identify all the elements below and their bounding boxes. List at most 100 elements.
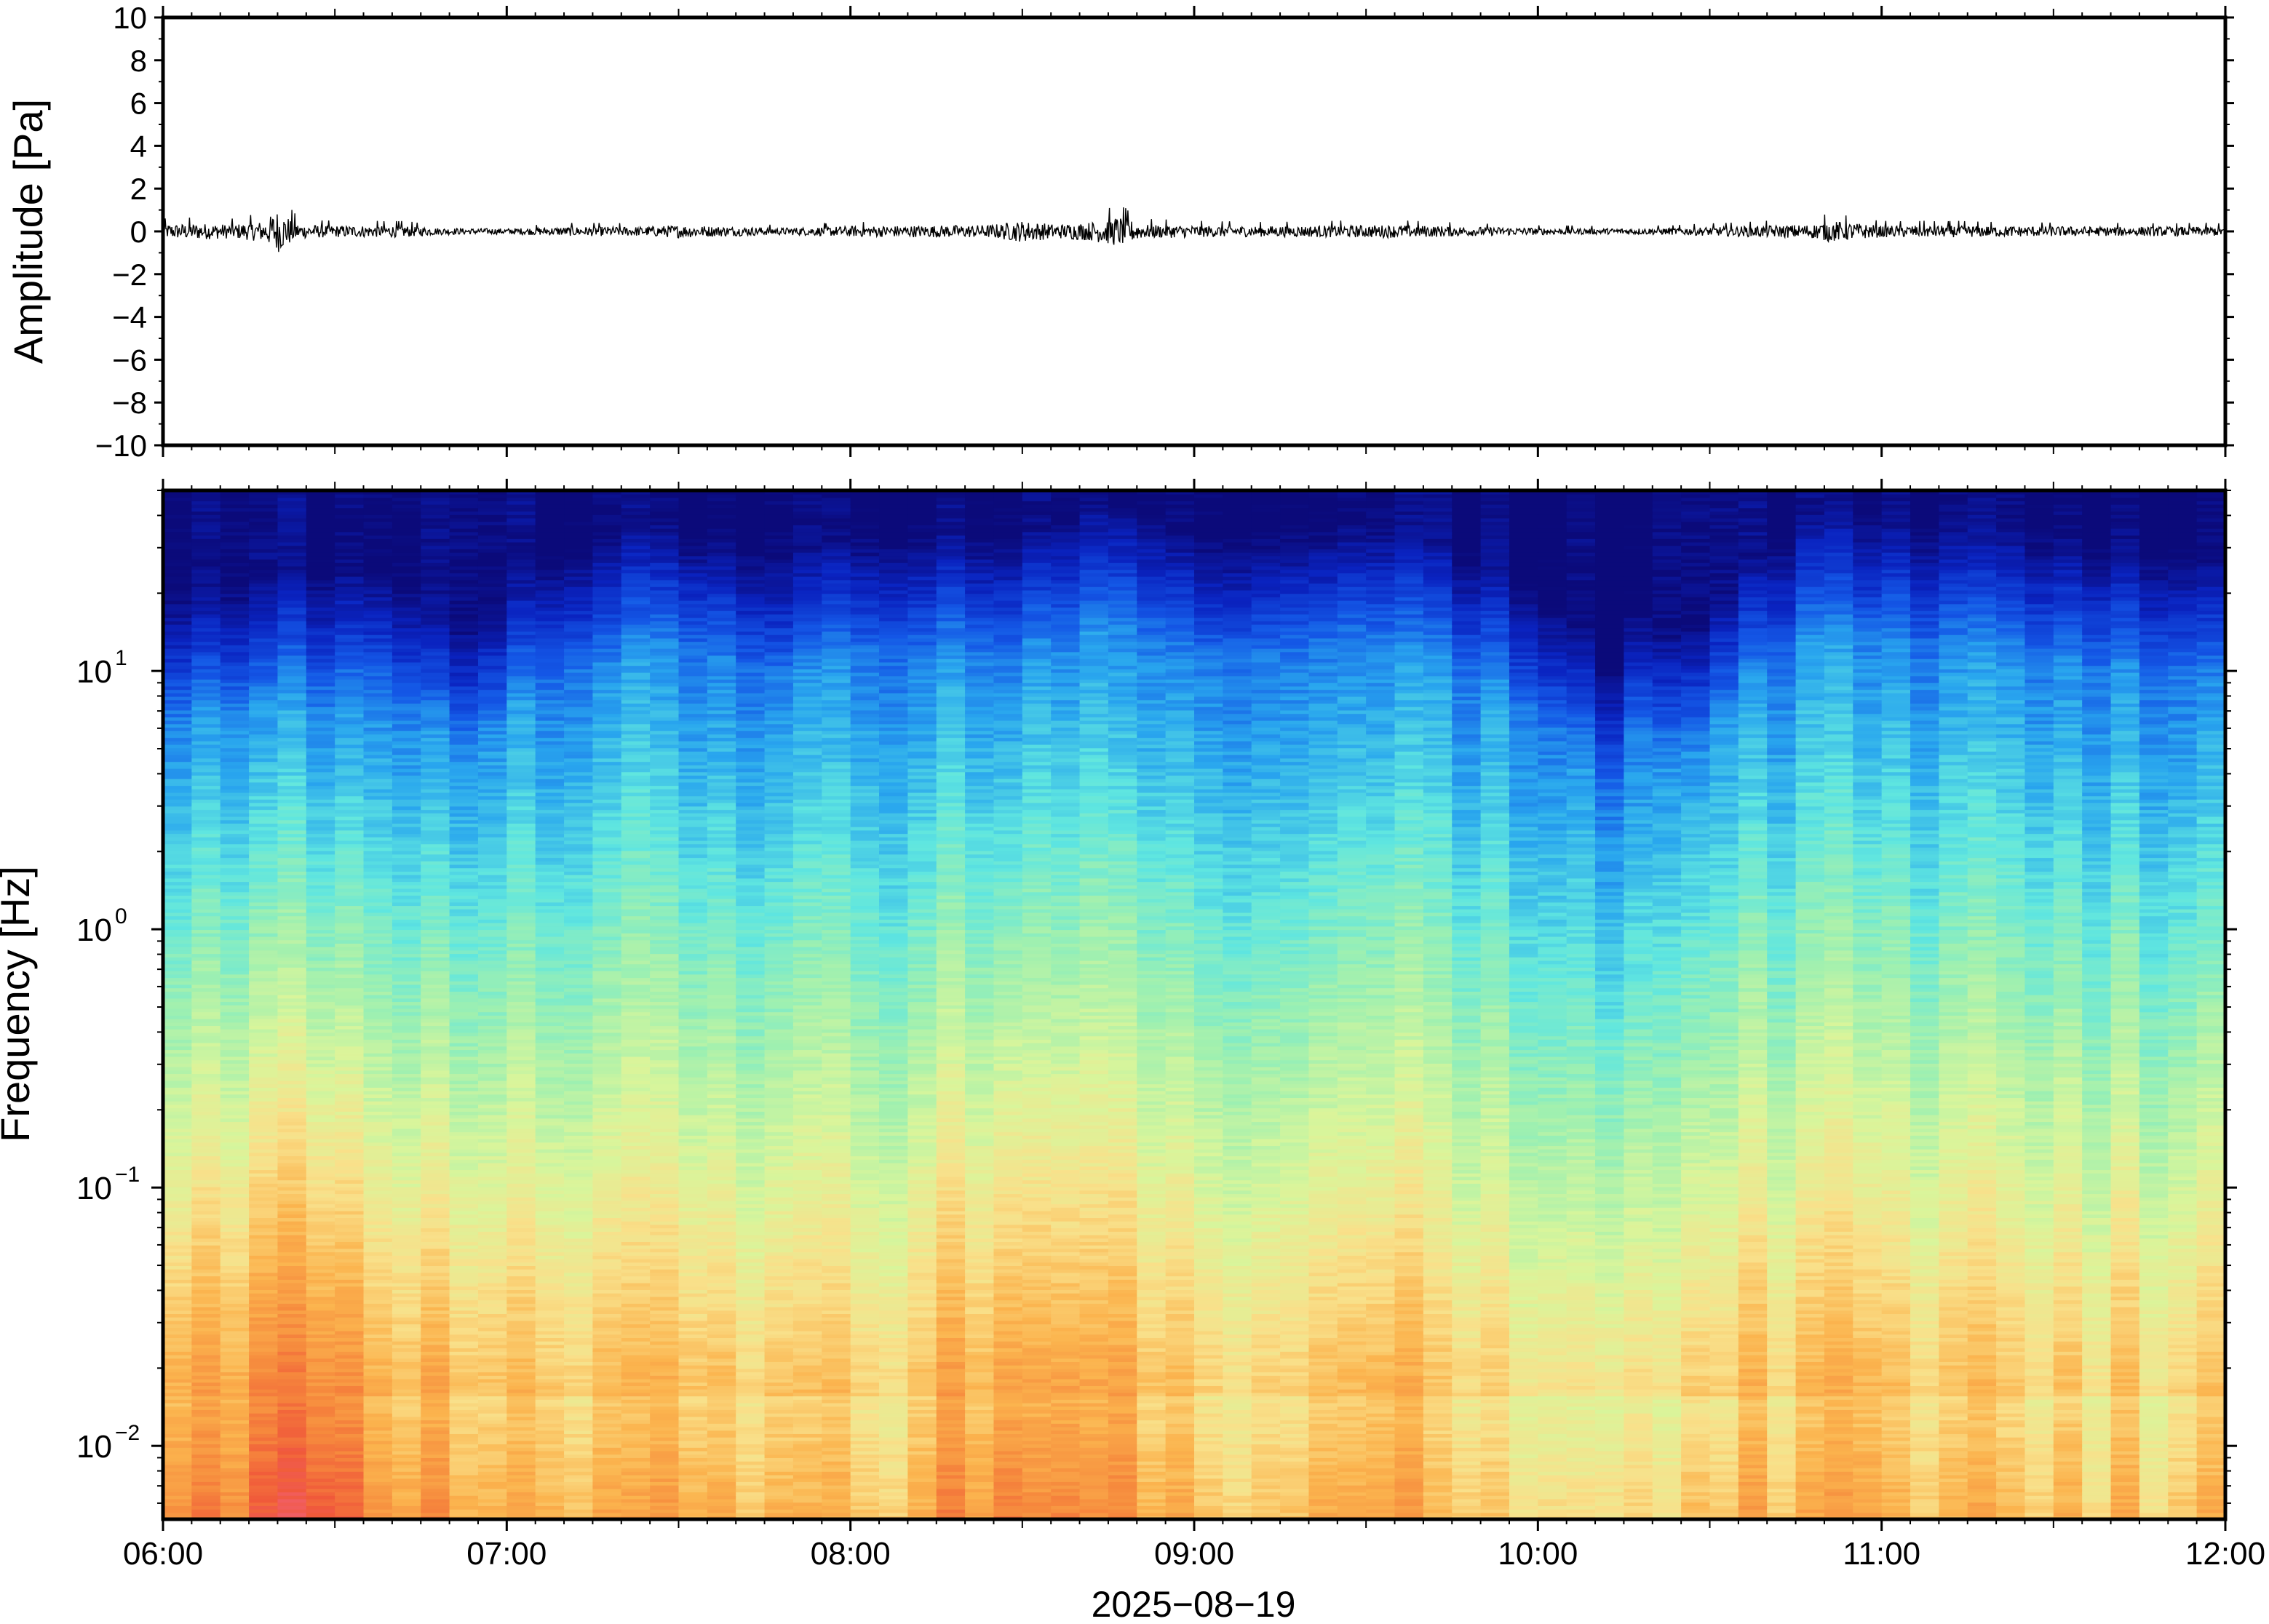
spectrogram-cell (449, 593, 479, 597)
spectrogram-cell (335, 1255, 365, 1259)
spectrogram-cell (163, 1372, 193, 1376)
spectrogram-cell (392, 1296, 422, 1301)
spectrogram-cell (535, 1039, 565, 1043)
spectrogram-cell (335, 1334, 365, 1338)
spectrogram-cell (163, 805, 193, 811)
spectrogram-cell (564, 1258, 594, 1263)
spectrogram-cell (220, 778, 250, 783)
spectrogram-cell (535, 1348, 565, 1352)
spectrogram-cell (249, 778, 279, 783)
spectrogram-cell (335, 706, 365, 711)
spectrogram-cell (220, 754, 250, 759)
spectrogram-cell (506, 809, 536, 813)
spectrogram-cell (392, 693, 422, 697)
spectrogram-cell (421, 621, 450, 625)
spectrogram-cell (335, 1474, 365, 1479)
spectrogram-cell (163, 741, 193, 745)
spectrogram-cell (306, 685, 335, 690)
spectrogram-cell (191, 535, 221, 539)
spectrogram-cell (506, 1124, 536, 1129)
spectrogram-cell (449, 1104, 479, 1109)
spectrogram-cell (392, 963, 422, 968)
spectrogram-cell (335, 1070, 365, 1075)
spectrogram-cell (592, 730, 622, 735)
spectrogram-cell (277, 1402, 307, 1407)
spectrogram-cell (277, 1316, 307, 1321)
spectrogram-cell (163, 645, 193, 649)
spectrogram-cell (535, 809, 565, 813)
spectrogram-cell (592, 1361, 622, 1366)
spectrogram-cell (249, 1385, 279, 1390)
spectrogram-cell (535, 545, 565, 549)
spectrogram-cell (277, 589, 307, 594)
spectrogram-cell (392, 1512, 422, 1517)
spectrogram-cell (277, 826, 307, 831)
spectrogram-cell (449, 627, 479, 632)
spectrogram-cell (363, 1052, 393, 1057)
spectrogram-cell (535, 579, 565, 584)
spectrogram-cell (249, 1388, 279, 1393)
spectrogram-cell (477, 1145, 508, 1150)
spectrogram-cell (363, 747, 393, 752)
spectrogram-cell (335, 1368, 365, 1373)
spectrogram-cell (277, 1440, 307, 1445)
spectrogram-cell (449, 1444, 479, 1448)
spectrogram-cell (506, 957, 536, 961)
spectrogram-cell (477, 1258, 508, 1263)
spectrogram-cell (163, 1131, 193, 1136)
spectrogram-cell (220, 1512, 250, 1517)
spectrogram-cell (477, 789, 508, 793)
spectrogram-cell (249, 1282, 279, 1287)
spectrogram-cell (335, 1083, 365, 1088)
spectrogram-cell (306, 1316, 335, 1321)
spectrogram-cell (506, 607, 536, 611)
spectrogram-cell (421, 586, 450, 591)
spectrogram-cell (306, 877, 335, 883)
spectrogram-cell (277, 1162, 307, 1167)
spectrogram-cell (477, 503, 508, 509)
spectrogram-cell (421, 733, 450, 739)
spectrogram-cell (277, 1468, 307, 1472)
spectrogram-cell (191, 1310, 221, 1314)
spectrogram-cell (163, 1388, 193, 1393)
spectrogram-cell (277, 785, 307, 789)
spectrogram-cell (249, 665, 279, 669)
spectrogram-cell (449, 651, 479, 656)
spectrogram-cell (306, 974, 335, 979)
spectrogram-cell (249, 905, 279, 909)
spectrogram-cell (506, 1248, 536, 1253)
spectrogram-cell (392, 1495, 422, 1500)
spectrogram-cell (163, 1286, 193, 1290)
spectrogram-cell (306, 1310, 335, 1314)
spectrogram-cell (249, 1361, 279, 1366)
spectrogram-cell (535, 1015, 565, 1019)
spectrogram-cell (220, 528, 250, 533)
spectrogram-cell (477, 545, 508, 549)
spectrogram-cell (277, 898, 307, 903)
spectrogram-cell (363, 541, 393, 546)
spectrogram-cell (564, 1172, 594, 1177)
spectrogram-cell (535, 669, 565, 673)
spectrogram-cell (363, 1179, 393, 1184)
spectrogram-cell (449, 517, 479, 522)
spectrogram-cell (163, 521, 193, 525)
spectrogram-cell (477, 1474, 508, 1479)
spectrogram-cell (421, 802, 450, 807)
spectrogram-cell (363, 1097, 393, 1102)
spectrogram-cell (592, 1310, 622, 1314)
spectrogram-cell (277, 963, 307, 968)
spectrogram-cell (163, 1313, 193, 1318)
spectrogram-cell (564, 974, 594, 979)
spectrogram-cell (506, 744, 536, 749)
spectrogram-cell (335, 809, 365, 813)
spectrogram-cell (163, 1354, 193, 1359)
spectrogram-cell (277, 1262, 307, 1267)
spectrogram-cell (477, 1471, 508, 1476)
spectrogram-cell (506, 569, 536, 573)
spectrogram-cell (506, 521, 536, 525)
spectrogram-cell (220, 1011, 250, 1016)
spectrogram-cell (191, 1118, 221, 1123)
spectrogram-cell (277, 1107, 307, 1112)
spectrogram-cell (306, 1022, 335, 1027)
spectrogram-cell (506, 665, 536, 669)
